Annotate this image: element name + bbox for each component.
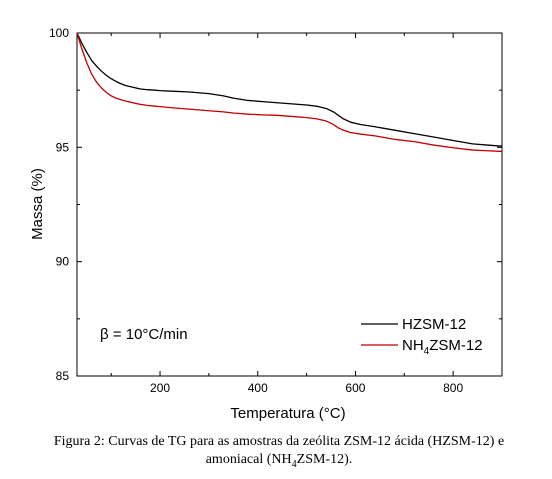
caption-line-2-pre: amoniacal (NH bbox=[205, 452, 292, 467]
y-tick-label: 100 bbox=[49, 26, 69, 40]
series-line-hzsm12 bbox=[76, 32, 503, 147]
x-tick-label: 800 bbox=[443, 381, 463, 395]
tg-chart: 200 400 600 800 85 90 95 100 Temperatura (°C) M… bbox=[29, 26, 503, 422]
series-line-nh4zsm12 bbox=[76, 32, 503, 153]
x-axis-title: Temperatura (°C) bbox=[230, 405, 345, 422]
heating-rate-annotation: β = 10°C/min bbox=[100, 326, 188, 343]
x-tick-label: 400 bbox=[248, 381, 268, 395]
figure-caption: Figura 2: Curvas de TG para as amostras … bbox=[14, 433, 544, 474]
y-tick-label: 85 bbox=[56, 369, 70, 383]
legend: HZSM-12 NH4ZSM-12 bbox=[361, 316, 483, 357]
y-tick-label: 90 bbox=[56, 255, 70, 269]
caption-line-2-sub: 4 bbox=[291, 458, 297, 470]
x-tick-label: 600 bbox=[345, 381, 365, 395]
legend-label-nh4zsm12: NH4ZSM-12 bbox=[402, 337, 483, 357]
caption-line-2: amoniacal (NH4ZSM-12). bbox=[14, 451, 544, 474]
legend-label-hzsm12: HZSM-12 bbox=[402, 316, 466, 333]
x-tick-label: 200 bbox=[150, 381, 170, 395]
caption-line-2-post: ZSM-12). bbox=[296, 452, 353, 467]
y-tick-label: 95 bbox=[56, 140, 70, 154]
caption-line-1: Figura 2: Curvas de TG para as amostras … bbox=[53, 434, 505, 449]
y-axis-title: Massa (%) bbox=[29, 168, 46, 240]
